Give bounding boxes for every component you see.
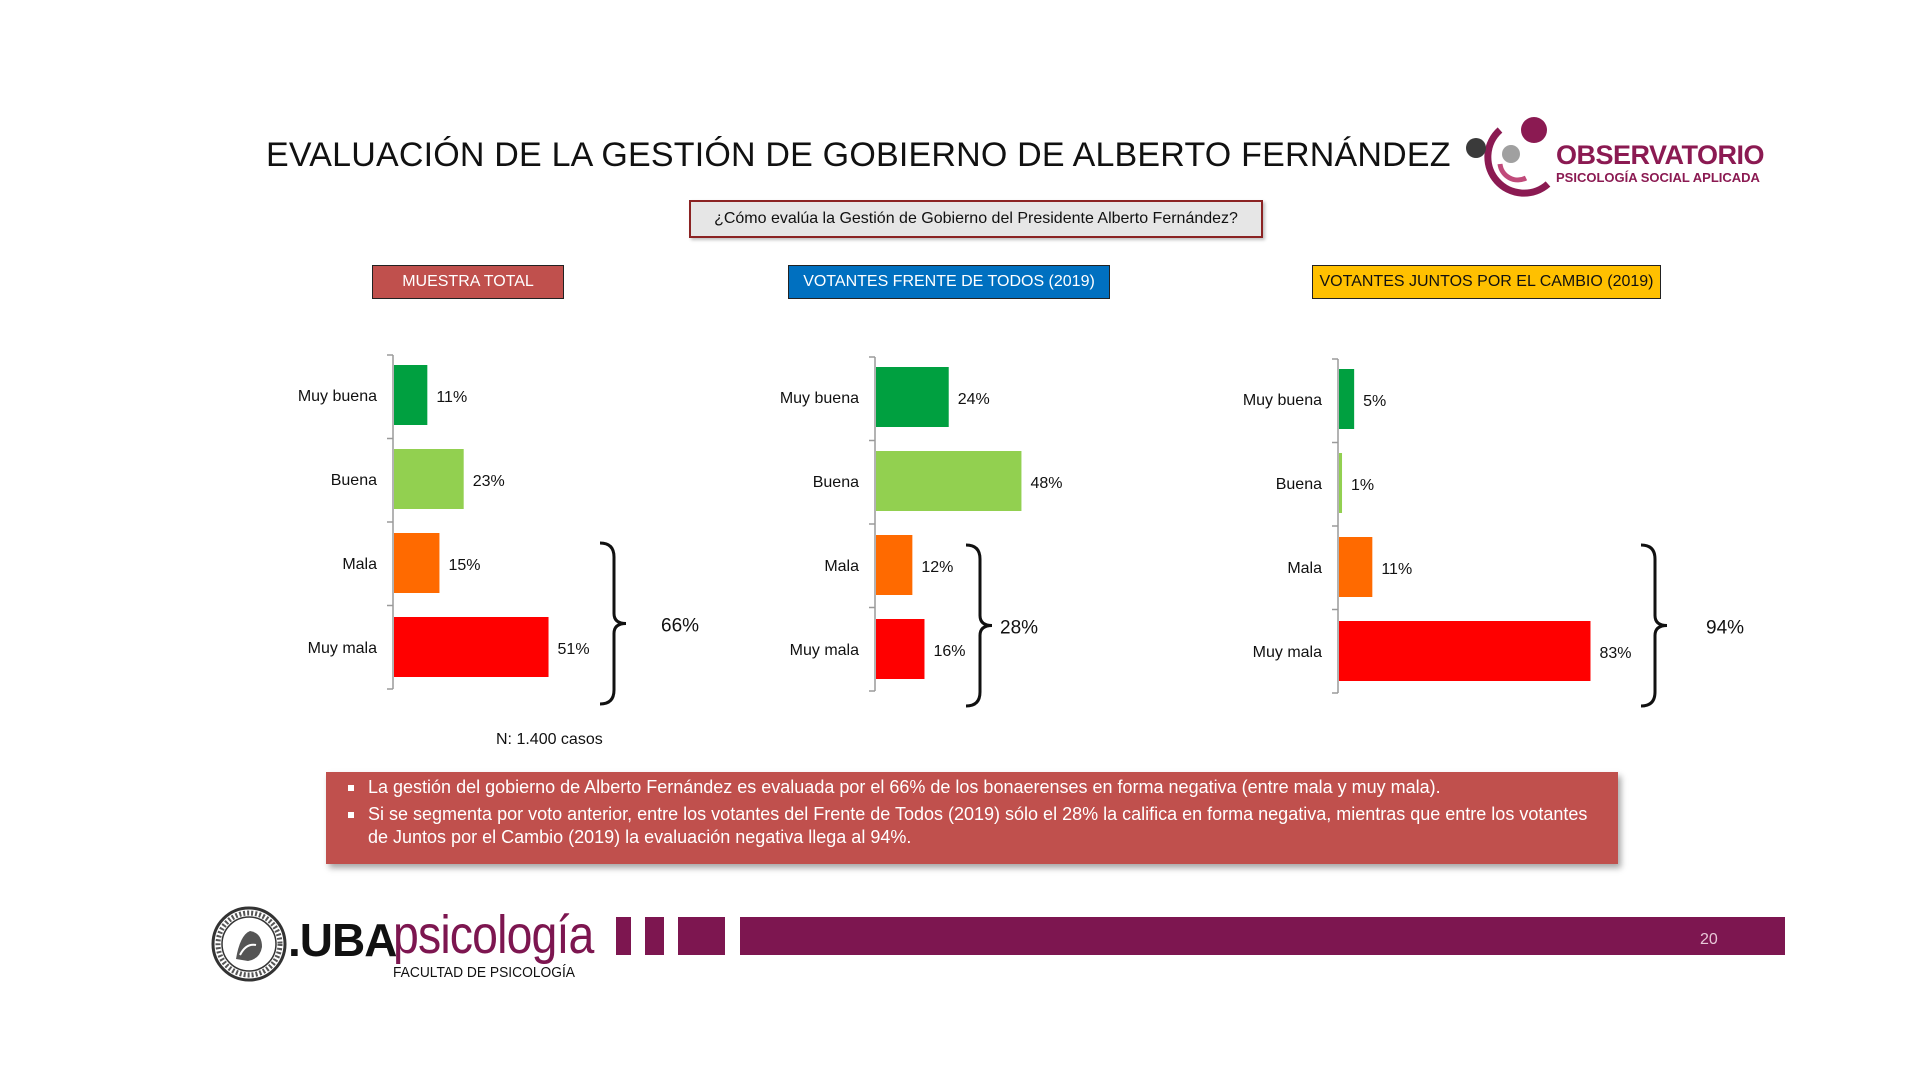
- bar-muy-mala: [876, 619, 925, 679]
- category-label: Muy buena: [298, 388, 377, 405]
- logo-person-gray-icon: [1502, 145, 1520, 163]
- negative-total-label: 28%: [1000, 618, 1038, 639]
- bar-muy-mala: [1339, 621, 1591, 681]
- category-label: Buena: [1276, 476, 1322, 493]
- category-label: Muy mala: [308, 640, 377, 657]
- page-number: 20: [1700, 931, 1718, 948]
- bar-muy-buena: [394, 365, 428, 425]
- logo-person-magenta-icon: [1521, 117, 1547, 143]
- negative-bracket: [965, 543, 993, 708]
- value-label: 12%: [921, 559, 953, 576]
- segment-header-total: MUESTRA TOTAL: [372, 265, 564, 299]
- value-label: 15%: [448, 557, 480, 574]
- uba-wordmark: .UBA: [288, 914, 397, 966]
- category-label: Muy buena: [780, 390, 859, 407]
- summary-bullet-1: La gestión del gobierno de Alberto Ferná…: [338, 776, 1608, 799]
- category-label: Buena: [331, 472, 377, 489]
- value-label: 24%: [958, 391, 990, 408]
- footer-bar-block-3: [678, 917, 725, 955]
- bar-muy-buena: [1339, 369, 1355, 429]
- logo-subtitle: PSICOLOGÍA SOCIAL APLICADA: [1556, 170, 1760, 185]
- bar-buena: [876, 451, 1022, 511]
- footer-bar-block-2: [645, 917, 664, 955]
- bar-mala: [1339, 537, 1373, 597]
- bar-muy-mala: [394, 617, 549, 677]
- negative-total-label: 66%: [661, 616, 699, 637]
- value-label: 51%: [558, 641, 590, 658]
- category-label: Muy buena: [1243, 392, 1322, 409]
- observatorio-logo: [1466, 117, 1551, 197]
- value-label: 16%: [933, 643, 965, 660]
- faculty-name: FACULTAD DE PSICOLOGÍA: [393, 964, 576, 981]
- category-label: Mala: [824, 558, 859, 575]
- category-label: Mala: [1287, 560, 1322, 577]
- segment-header-frente-de-todos: VOTANTES FRENTE DE TODOS (2019): [788, 265, 1110, 299]
- summary-box: La gestión del gobierno de Alberto Ferná…: [326, 772, 1618, 864]
- bar-mala: [394, 533, 440, 593]
- value-label: 5%: [1363, 393, 1386, 410]
- bar-buena: [394, 449, 464, 509]
- category-label: Muy mala: [790, 642, 859, 659]
- logo-person-dark-icon: [1466, 138, 1486, 158]
- value-label: 23%: [473, 473, 505, 490]
- bar-muy-buena: [876, 367, 949, 427]
- page-title: EVALUACIÓN DE LA GESTIÓN DE GOBIERNO DE …: [266, 136, 1451, 174]
- footer-bar-block-1: [616, 917, 631, 955]
- value-label: 48%: [1030, 475, 1062, 492]
- category-label: Mala: [342, 556, 377, 573]
- uba-seal-logo: [211, 906, 287, 982]
- footer-bar-main: [740, 917, 1785, 955]
- value-label: 1%: [1351, 477, 1374, 494]
- logo-arc-icon: [1484, 127, 1551, 197]
- negative-total-label: 94%: [1706, 618, 1744, 639]
- value-label: 11%: [436, 389, 467, 406]
- value-label: 11%: [1381, 561, 1412, 578]
- bar-mala: [876, 535, 913, 595]
- negative-bracket: [599, 541, 627, 706]
- negative-bracket: [1640, 543, 1668, 708]
- category-label: Buena: [813, 474, 859, 491]
- sample-note: N: 1.400 casos: [496, 731, 603, 748]
- value-label: 83%: [1599, 645, 1631, 662]
- category-label: Muy mala: [1253, 644, 1322, 661]
- logo-name: OBSERVATORIO: [1556, 140, 1765, 170]
- question-box: ¿Cómo evalúa la Gestión de Gobierno del …: [689, 200, 1263, 238]
- bar-buena: [1339, 453, 1343, 513]
- psicologia-wordmark: psicología: [393, 905, 594, 965]
- summary-bullet-2: Si se segmenta por voto anterior, entre …: [338, 803, 1608, 849]
- segment-header-juntos-por-el-cambio: VOTANTES JUNTOS POR EL CAMBIO (2019): [1312, 265, 1661, 299]
